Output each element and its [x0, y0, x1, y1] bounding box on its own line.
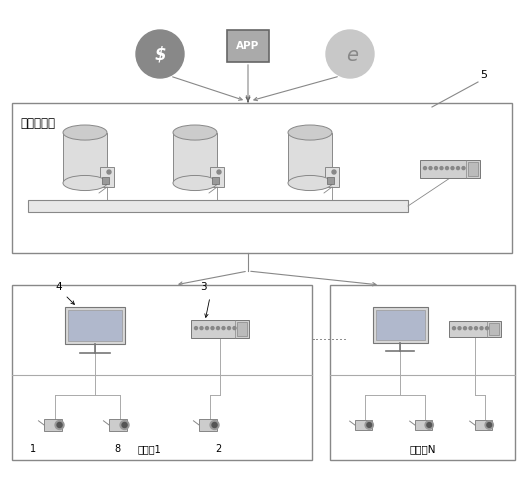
Bar: [210, 167, 224, 187]
Circle shape: [200, 326, 203, 330]
Bar: [376, 310, 424, 340]
Circle shape: [463, 326, 467, 330]
Ellipse shape: [173, 175, 217, 191]
Circle shape: [228, 326, 230, 330]
Ellipse shape: [63, 175, 107, 191]
Circle shape: [57, 423, 62, 427]
Circle shape: [222, 326, 225, 330]
Text: APP: APP: [236, 41, 260, 51]
Bar: [65, 307, 125, 345]
Bar: [355, 420, 372, 430]
Bar: [100, 167, 114, 187]
Circle shape: [55, 421, 64, 429]
Circle shape: [206, 326, 208, 330]
Circle shape: [469, 326, 472, 330]
Text: e: e: [346, 45, 358, 65]
Circle shape: [440, 167, 443, 170]
Bar: [191, 320, 249, 338]
Circle shape: [458, 326, 461, 330]
Circle shape: [434, 167, 438, 170]
Circle shape: [485, 421, 493, 429]
Bar: [227, 30, 269, 62]
Ellipse shape: [63, 125, 107, 140]
Text: 加油站1: 加油站1: [138, 444, 162, 454]
Circle shape: [423, 167, 427, 170]
Circle shape: [452, 326, 456, 330]
Bar: [102, 177, 109, 184]
Bar: [12, 103, 512, 253]
Circle shape: [326, 30, 374, 78]
Bar: [173, 132, 217, 183]
Circle shape: [120, 421, 129, 429]
Bar: [237, 322, 247, 336]
Bar: [415, 420, 432, 430]
Circle shape: [217, 170, 221, 174]
Ellipse shape: [288, 175, 332, 191]
Bar: [372, 307, 428, 343]
Bar: [199, 419, 217, 431]
Circle shape: [212, 423, 217, 427]
Circle shape: [136, 30, 184, 78]
Bar: [68, 310, 122, 341]
Circle shape: [485, 326, 489, 330]
Text: 4: 4: [55, 282, 62, 292]
Circle shape: [365, 421, 373, 429]
Circle shape: [425, 421, 433, 429]
Text: 1: 1: [30, 444, 36, 454]
Bar: [63, 132, 107, 183]
Circle shape: [429, 167, 432, 170]
Text: $: $: [154, 45, 166, 63]
Text: 2: 2: [215, 444, 221, 454]
Circle shape: [446, 167, 449, 170]
Circle shape: [491, 326, 494, 330]
Bar: [28, 200, 408, 212]
Circle shape: [487, 423, 492, 427]
Circle shape: [427, 423, 431, 427]
Bar: [475, 420, 492, 430]
Bar: [44, 419, 62, 431]
Circle shape: [332, 170, 336, 174]
Bar: [325, 167, 339, 187]
Circle shape: [480, 326, 483, 330]
Circle shape: [367, 423, 371, 427]
Bar: [468, 162, 478, 176]
Text: 加油站N: 加油站N: [409, 444, 436, 454]
Text: 中心服务器: 中心服务器: [20, 117, 55, 130]
Circle shape: [211, 326, 214, 330]
Text: 3: 3: [200, 282, 207, 292]
Circle shape: [457, 167, 460, 170]
Bar: [109, 419, 127, 431]
Bar: [420, 160, 480, 178]
Bar: [489, 323, 499, 335]
Bar: [12, 285, 312, 460]
Circle shape: [217, 326, 219, 330]
Circle shape: [107, 170, 111, 174]
Bar: [327, 177, 334, 184]
Text: 5: 5: [480, 70, 487, 80]
Circle shape: [122, 423, 127, 427]
Text: .........: .........: [312, 330, 348, 343]
Circle shape: [462, 167, 465, 170]
Ellipse shape: [173, 125, 217, 140]
Bar: [330, 285, 515, 460]
Ellipse shape: [288, 125, 332, 140]
Circle shape: [451, 167, 454, 170]
Bar: [212, 177, 219, 184]
Circle shape: [474, 326, 478, 330]
Bar: [449, 321, 501, 337]
Text: 8: 8: [114, 444, 120, 454]
Circle shape: [195, 326, 197, 330]
Bar: [288, 132, 332, 183]
Circle shape: [210, 421, 219, 429]
Circle shape: [233, 326, 236, 330]
